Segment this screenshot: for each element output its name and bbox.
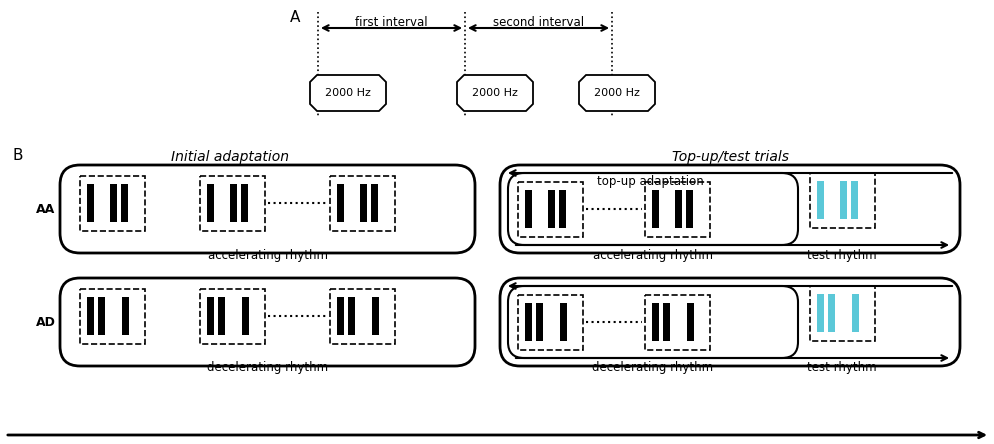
Bar (360, 184, 367, 222)
Text: 2000 Hz: 2000 Hz (471, 88, 518, 98)
Text: decelerating rhythm: decelerating rhythm (591, 361, 713, 374)
Bar (200, 176, 264, 231)
Bar (816, 294, 823, 332)
Polygon shape (310, 75, 386, 111)
Text: accelerating rhythm: accelerating rhythm (592, 249, 713, 262)
Bar (218, 297, 225, 335)
Text: accelerating rhythm: accelerating rhythm (208, 249, 327, 262)
Bar (330, 289, 395, 344)
Bar (518, 182, 582, 237)
Bar (80, 176, 145, 231)
Text: decelerating rhythm: decelerating rhythm (207, 361, 328, 374)
Bar (241, 184, 248, 222)
Bar (372, 297, 379, 335)
Bar (651, 190, 658, 228)
Bar (560, 303, 567, 341)
Bar (122, 297, 129, 335)
FancyBboxPatch shape (60, 165, 474, 253)
Bar (644, 295, 710, 350)
Text: Initial adaptation: Initial adaptation (171, 150, 288, 164)
Bar (518, 295, 582, 350)
Bar (337, 184, 344, 222)
Polygon shape (579, 75, 654, 111)
Bar (686, 303, 693, 341)
Text: 2000 Hz: 2000 Hz (593, 88, 639, 98)
Bar (330, 176, 395, 231)
Bar (809, 286, 874, 341)
FancyBboxPatch shape (508, 286, 797, 358)
Bar (97, 297, 105, 335)
Bar (525, 303, 532, 341)
Polygon shape (456, 75, 533, 111)
Bar (651, 303, 658, 341)
Text: Top-up/test trials: Top-up/test trials (671, 150, 787, 164)
Bar (121, 184, 128, 222)
Bar (371, 184, 378, 222)
Bar (200, 289, 264, 344)
Bar (242, 297, 248, 335)
Bar (674, 190, 681, 228)
Text: B: B (12, 148, 23, 163)
Bar (207, 297, 214, 335)
Bar (851, 294, 858, 332)
Text: test rhythm: test rhythm (806, 361, 876, 374)
Text: 2000 Hz: 2000 Hz (325, 88, 371, 98)
Bar (86, 184, 93, 222)
Bar (525, 190, 532, 228)
Bar (839, 181, 846, 219)
FancyBboxPatch shape (508, 173, 797, 245)
Bar (86, 297, 93, 335)
Bar (827, 294, 834, 332)
Bar (536, 303, 543, 341)
Bar (207, 184, 214, 222)
Text: top-up adaptation: top-up adaptation (596, 174, 703, 187)
Text: second interval: second interval (492, 16, 583, 28)
Bar (816, 181, 823, 219)
Bar (110, 184, 117, 222)
Bar (548, 190, 555, 228)
Bar (80, 289, 145, 344)
Bar (662, 303, 669, 341)
Bar (850, 181, 857, 219)
FancyBboxPatch shape (500, 165, 959, 253)
Bar (348, 297, 355, 335)
FancyBboxPatch shape (500, 278, 959, 366)
Text: A: A (289, 10, 300, 25)
Bar (230, 184, 237, 222)
Text: first interval: first interval (355, 16, 427, 28)
Text: AA: AA (37, 202, 56, 215)
Bar (644, 182, 710, 237)
Text: test rhythm: test rhythm (806, 249, 876, 262)
Text: AD: AD (36, 316, 56, 329)
Bar (809, 173, 874, 228)
Bar (337, 297, 344, 335)
Bar (685, 190, 692, 228)
Bar (559, 190, 566, 228)
FancyBboxPatch shape (60, 278, 474, 366)
